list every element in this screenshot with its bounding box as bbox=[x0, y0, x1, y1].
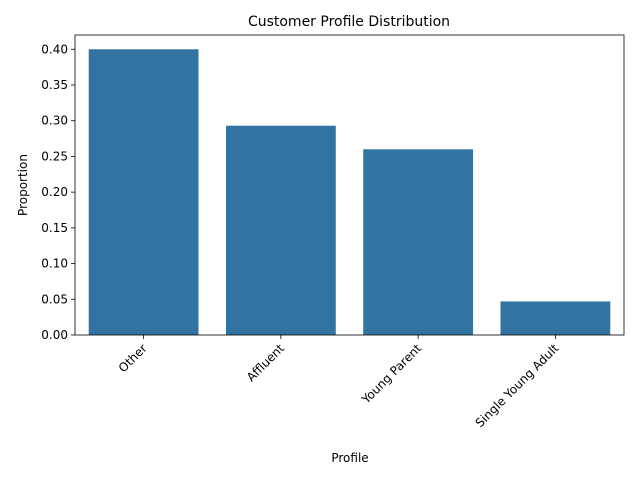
y-tick-label: 0.05 bbox=[41, 292, 68, 306]
y-tick-label: 0.15 bbox=[41, 221, 68, 235]
y-tick-label: 0.20 bbox=[41, 185, 68, 199]
x-tick-label: Young Parent bbox=[358, 341, 424, 407]
x-tick-label: Affluent bbox=[244, 341, 287, 384]
y-axis: 0.00 0.05 0.10 0.15 0.20 0.25 0.30 0.35 0.40 bbox=[41, 42, 75, 342]
y-tick-label: 0.35 bbox=[41, 78, 68, 92]
x-axis: Other Affluent Young Parent Single Young Ad… bbox=[116, 335, 562, 430]
bar-single-young-adult bbox=[500, 301, 610, 335]
chart-title: Customer Profile Distribution bbox=[248, 14, 450, 30]
bar-affluent bbox=[226, 126, 336, 335]
x-axis-label: Profile bbox=[331, 451, 368, 465]
y-tick-label: 0.25 bbox=[41, 149, 68, 163]
bar-young-parent bbox=[363, 149, 473, 335]
x-tick-label: Single Young Adult bbox=[473, 341, 562, 430]
bar-other bbox=[89, 49, 199, 335]
y-tick-label: 0.10 bbox=[41, 257, 68, 271]
y-tick-label: 0.30 bbox=[41, 114, 68, 128]
y-tick-label: 0.00 bbox=[41, 328, 68, 342]
x-tick-label: Other bbox=[116, 341, 150, 375]
bars-group bbox=[89, 49, 611, 335]
y-axis-label: Proportion bbox=[16, 154, 30, 216]
y-tick-label: 0.40 bbox=[41, 42, 68, 56]
